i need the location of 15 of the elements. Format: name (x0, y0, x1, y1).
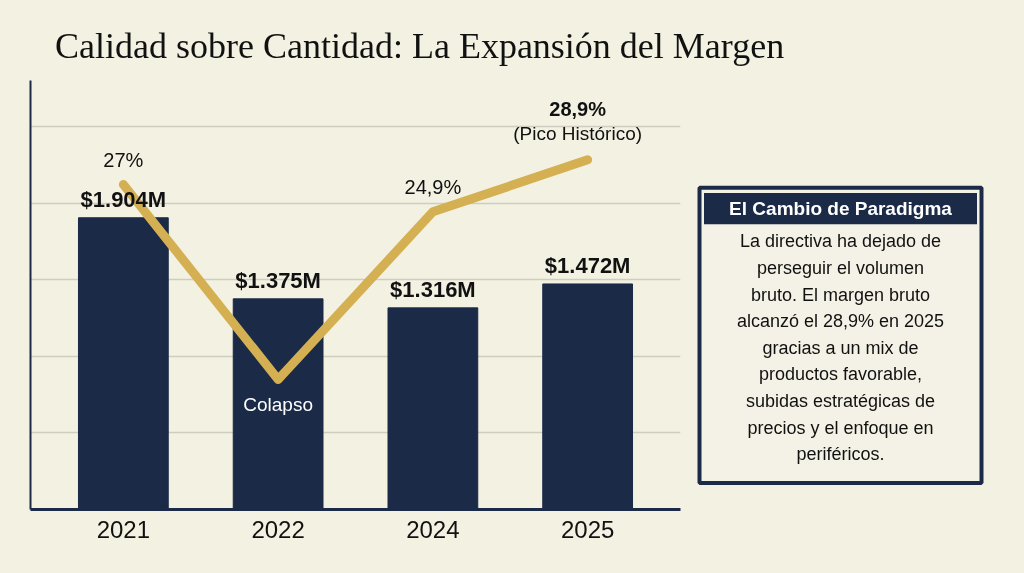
data-label: $1.316M (390, 276, 476, 302)
x-tick-label: 2024 (406, 515, 460, 543)
annotation: Colapso (243, 393, 313, 415)
chart-title: Calidad sobre Cantidad: La Expansión del Margen (55, 25, 785, 68)
data-label: 24,9% (404, 175, 462, 198)
x-tick-label: 2021 (96, 515, 151, 543)
data-label: $1.375M (235, 267, 321, 293)
data-label: $1.472M (544, 252, 631, 278)
text: La directiva ha dejado de perseguir el volumen bruto. El margen bruto alcanzó el 28,9% en 2025 gracias a un mix de productos favorable, subidas estratégicas de precios y el enfoque en periféricos. (736, 231, 945, 465)
x-tick-label: 2022 (251, 515, 305, 543)
text: El Cambio de Paradigma (729, 197, 953, 219)
x-tick-label: 2025 (560, 515, 615, 543)
data-label: 27% (103, 148, 144, 171)
annotation: (Pico Histórico) (513, 122, 643, 144)
data-label: 28,9% (549, 97, 607, 120)
